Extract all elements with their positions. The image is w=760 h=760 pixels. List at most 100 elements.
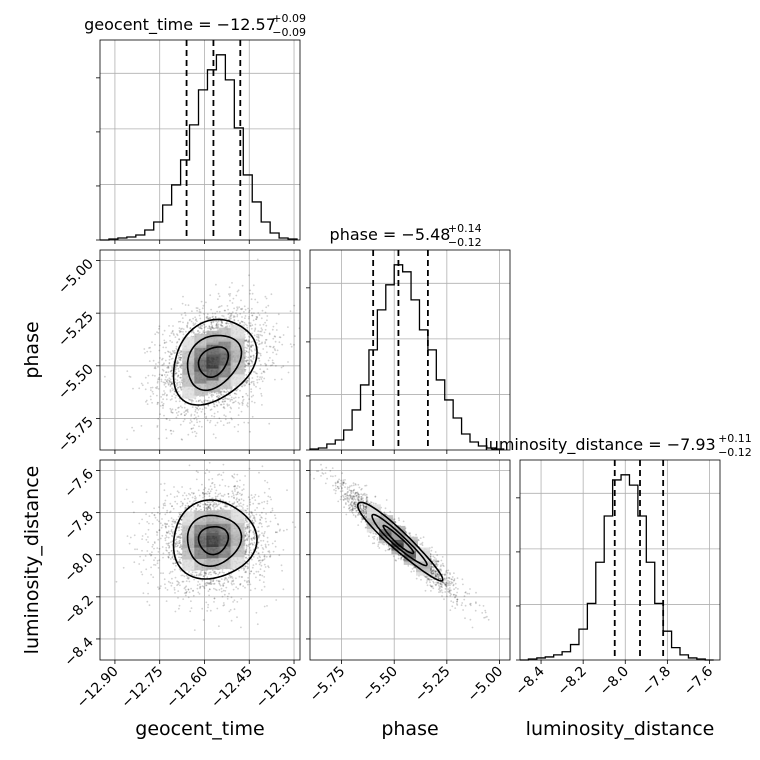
sample-point	[267, 359, 270, 362]
sample-point	[222, 604, 225, 607]
sample-point	[174, 610, 177, 613]
sample-point	[166, 589, 169, 591]
sample-point	[217, 392, 220, 395]
sample-point	[156, 380, 159, 383]
sample-point	[229, 299, 231, 302]
sample-point	[165, 371, 167, 374]
sample-point	[225, 577, 228, 580]
sample-point	[191, 310, 193, 313]
sample-point	[143, 348, 146, 350]
sample-point	[221, 390, 223, 393]
sample-point	[171, 330, 174, 333]
sample-point	[165, 536, 168, 538]
sample-point	[159, 537, 162, 540]
sample-point	[199, 399, 202, 402]
sample-point	[247, 356, 250, 359]
sample-point	[164, 525, 167, 528]
sample-point	[217, 323, 220, 326]
sample-point	[263, 554, 266, 557]
sample-point	[247, 335, 250, 338]
title-minus-error: −0.12	[718, 446, 752, 459]
sample-point	[245, 527, 247, 530]
sample-point	[193, 424, 196, 426]
sample-point	[195, 418, 198, 421]
sample-point	[199, 311, 202, 314]
sample-point	[175, 372, 178, 374]
sample-point	[220, 494, 223, 497]
sample-point	[255, 550, 258, 553]
sample-point	[152, 576, 155, 579]
sample-point	[170, 429, 173, 432]
panel-frame	[99, 249, 301, 451]
sample-point	[236, 501, 239, 503]
sample-point	[233, 397, 235, 400]
sample-point	[233, 583, 235, 585]
sample-point	[159, 585, 162, 587]
sample-point	[209, 609, 212, 612]
sample-point	[219, 584, 222, 587]
sample-point	[129, 376, 132, 378]
sample-point	[207, 573, 210, 575]
sample-point	[239, 583, 242, 585]
sample-point	[227, 581, 230, 583]
sample-point	[163, 393, 166, 396]
sample-point	[259, 354, 262, 357]
sample-point	[177, 491, 180, 494]
sample-point	[257, 502, 260, 505]
sample-point	[157, 586, 159, 589]
sample-point	[157, 332, 160, 334]
sample-point	[178, 607, 180, 610]
sample-point	[215, 497, 217, 500]
sample-point	[253, 312, 255, 315]
sample-point	[174, 373, 177, 375]
sample-point	[163, 342, 166, 344]
sample-point	[191, 431, 194, 434]
sample-point	[219, 305, 221, 308]
sample-point	[232, 580, 235, 583]
sample-point	[207, 317, 210, 320]
sample-point	[197, 415, 200, 418]
sample-point	[210, 308, 213, 311]
sample-point	[174, 372, 177, 375]
sample-point	[174, 576, 177, 579]
sample-point	[237, 319, 240, 322]
sample-point	[151, 512, 154, 515]
sample-point	[215, 324, 218, 326]
sample-point	[176, 536, 178, 538]
sample-point	[165, 526, 167, 529]
sample-point	[270, 498, 272, 501]
sample-point	[181, 580, 184, 583]
sample-point	[172, 332, 175, 335]
sample-point	[163, 341, 166, 344]
sample-point	[187, 588, 190, 591]
sample-point	[187, 577, 190, 580]
sample-point	[243, 421, 246, 424]
density-cell	[218, 363, 233, 378]
sample-point	[230, 407, 233, 410]
sample-point	[246, 324, 248, 327]
sample-point	[187, 304, 190, 307]
sample-point	[183, 418, 186, 421]
sample-point	[231, 583, 234, 586]
sample-point	[259, 368, 262, 371]
sample-point	[242, 484, 245, 486]
sample-point	[211, 393, 214, 396]
sample-point	[257, 339, 260, 342]
sample-point	[186, 325, 189, 328]
sample-point	[172, 507, 175, 510]
sample-point	[209, 419, 212, 422]
sample-point	[175, 385, 178, 387]
sample-point	[246, 360, 248, 362]
sample-point	[208, 505, 211, 507]
sample-point	[207, 506, 210, 509]
sample-point	[263, 371, 266, 374]
sample-point	[206, 507, 208, 510]
sample-point	[216, 321, 219, 324]
sample-point	[244, 368, 247, 371]
sample-point	[255, 318, 258, 321]
sample-point	[172, 325, 174, 327]
sample-point	[220, 324, 223, 327]
sample-point	[197, 408, 200, 411]
sample-point	[263, 558, 266, 560]
sample-point	[176, 333, 178, 335]
